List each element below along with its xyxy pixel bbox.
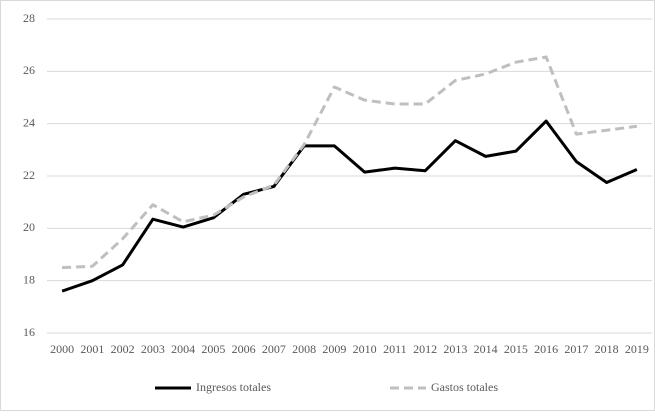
x-tick-label: 2017 xyxy=(564,342,588,356)
x-tick-label: 2015 xyxy=(504,342,528,356)
x-tick-label: 2008 xyxy=(292,342,316,356)
x-tick-label: 2018 xyxy=(595,342,619,356)
x-tick-label: 2001 xyxy=(80,342,104,356)
x-tick-label: 2010 xyxy=(353,342,377,356)
legend-label: Gastos totales xyxy=(431,380,498,394)
x-tick-label: 2002 xyxy=(111,342,135,356)
x-tick-label: 2000 xyxy=(50,342,74,356)
x-tick-label: 2003 xyxy=(141,342,165,356)
legend-label: Ingresos totales xyxy=(196,380,271,394)
y-tick-label: 22 xyxy=(23,168,35,182)
x-tick-label: 2006 xyxy=(232,342,256,356)
x-tick-label: 2016 xyxy=(534,342,558,356)
x-tick-label: 2019 xyxy=(625,342,649,356)
x-tick-label: 2004 xyxy=(171,342,195,356)
y-tick-label: 20 xyxy=(23,220,35,234)
y-tick-label: 26 xyxy=(23,63,35,77)
x-tick-label: 2013 xyxy=(443,342,467,356)
line-series xyxy=(61,119,638,293)
y-tick-label: 16 xyxy=(23,325,35,339)
x-tick-label: 2005 xyxy=(201,342,225,356)
y-tick-label: 28 xyxy=(23,11,35,25)
x-tick-label: 2009 xyxy=(322,342,346,356)
y-tick-label: 18 xyxy=(23,272,35,286)
x-tick-label: 2012 xyxy=(413,342,437,356)
x-tick-label: 2011 xyxy=(383,342,407,356)
y-tick-label: 24 xyxy=(23,115,35,129)
line-series xyxy=(62,55,638,270)
x-tick-label: 2007 xyxy=(262,342,286,356)
x-tick-label: 2014 xyxy=(474,342,498,356)
